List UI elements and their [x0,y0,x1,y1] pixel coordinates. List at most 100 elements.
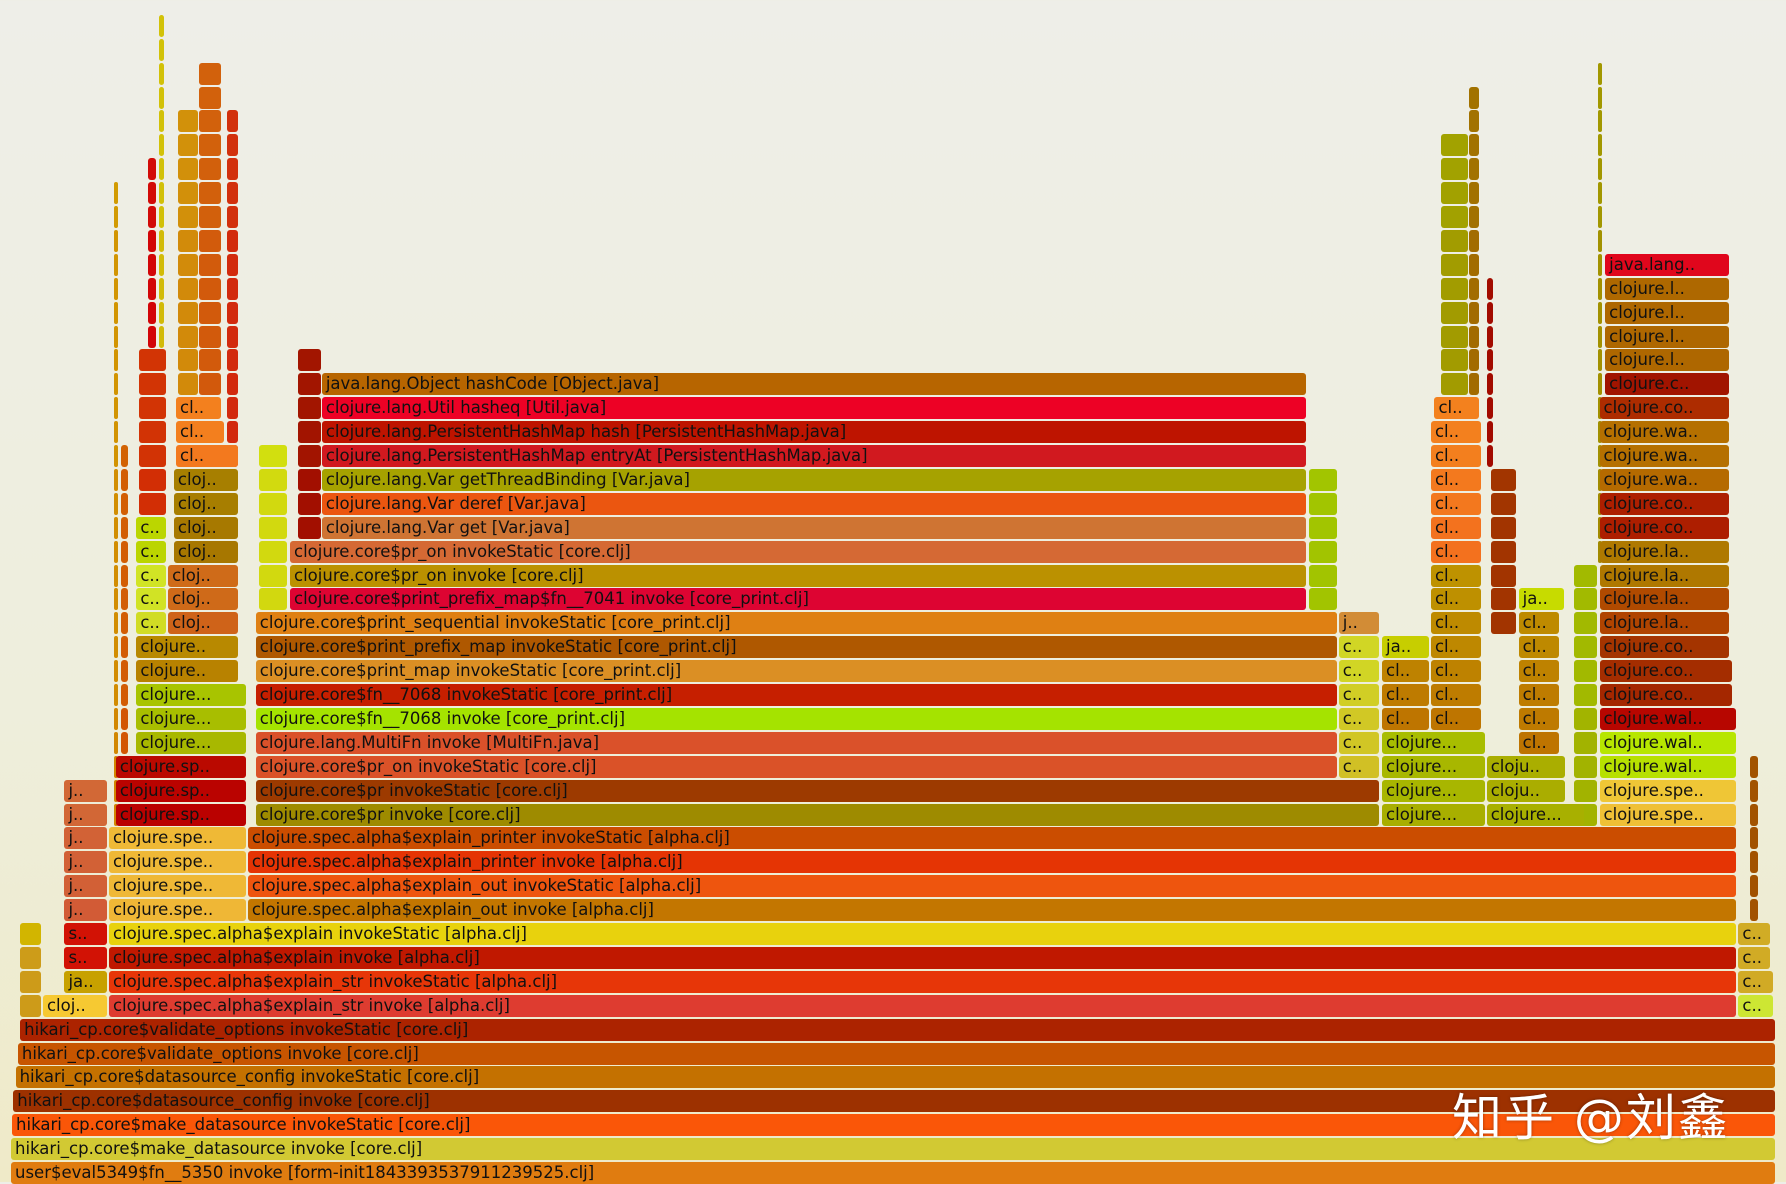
flame-frame[interactable] [147,206,157,228]
flame-frame[interactable] [113,182,118,205]
flame-frame[interactable] [297,397,321,420]
flame-frame[interactable]: hikari_cp.core$make_datasource invokeSta… [12,1114,1775,1137]
flame-frame[interactable] [178,158,198,181]
flame-frame[interactable] [147,253,157,276]
flame-frame[interactable]: clojure.spe.. [108,875,246,898]
flame-frame[interactable] [297,445,321,467]
flame-frame[interactable]: clojure.spec.alpha$explain_out invoke [a… [247,899,1737,922]
flame-frame[interactable] [198,229,221,252]
flame-frame[interactable] [1468,301,1479,324]
flame-frame[interactable]: clojure.core$pr_on invokeStatic [core.cl… [290,540,1306,563]
flame-frame[interactable]: cl.. [1518,731,1559,754]
flame-frame[interactable]: clojure.sp.. [115,779,246,802]
flame-frame[interactable] [227,134,238,157]
flame-frame[interactable]: cloj.. [168,588,238,611]
flame-frame[interactable]: clojure.co.. [1599,660,1732,683]
flame-frame[interactable]: clojure... [1486,803,1584,826]
flame-frame[interactable] [1309,588,1337,611]
flame-frame[interactable] [198,158,221,181]
flame-frame[interactable]: cl.. [1518,707,1559,730]
flame-frame[interactable] [178,110,198,133]
flame-frame[interactable]: hikari_cp.core$datasource_config invoke … [13,1090,1775,1113]
flame-frame[interactable]: clojure.la.. [1599,612,1730,635]
flame-frame[interactable] [1468,253,1479,276]
flame-frame[interactable] [147,182,157,205]
flame-frame[interactable] [113,636,118,659]
flame-frame[interactable] [147,325,157,348]
flame-frame[interactable] [113,229,118,252]
flame-frame[interactable]: clojure.core$pr_on invokeStatic [core.cl… [255,755,1337,778]
flame-frame[interactable] [198,182,221,205]
flame-frame[interactable]: clojure.core$pr_on invoke [core.clj] [290,564,1306,587]
flame-frame[interactable]: clojure.l.. [1605,277,1730,300]
flame-frame[interactable]: cl.. [1518,636,1559,659]
flame-frame[interactable]: clojure.wa.. [1599,445,1730,467]
flame-frame[interactable]: clojure.la.. [1599,564,1730,587]
flame-frame[interactable] [121,468,129,491]
flame-frame[interactable] [198,301,221,324]
flame-frame[interactable]: clojure.spe.. [108,827,246,850]
flame-frame[interactable]: clojure.spe.. [108,899,246,922]
flame-frame[interactable]: clojure.lang.MultiFn invoke [MultiFn.jav… [255,731,1337,754]
flame-frame[interactable]: clojure... [136,707,246,730]
flame-frame[interactable] [1574,588,1598,611]
flame-frame[interactable] [113,492,118,515]
flame-frame[interactable] [1598,182,1603,205]
flame-frame[interactable]: clojure... [136,684,246,706]
flame-frame[interactable]: c.. [136,516,167,539]
flame-frame[interactable]: clojure... [136,731,246,754]
flame-frame[interactable] [259,468,287,491]
flame-frame[interactable] [1468,325,1479,348]
flame-frame[interactable] [1440,206,1468,228]
flame-frame[interactable] [1749,779,1758,802]
flame-frame[interactable] [198,134,221,157]
flame-frame[interactable]: clojure... [1382,803,1485,826]
flame-frame[interactable] [113,707,118,730]
flame-frame[interactable] [178,229,198,252]
flame-frame[interactable] [1574,755,1598,778]
flame-frame[interactable] [227,277,238,300]
flame-frame[interactable]: j.. [64,803,107,826]
flame-frame[interactable] [1749,851,1758,874]
flame-frame[interactable] [138,397,167,420]
flame-frame[interactable] [1598,301,1603,324]
flame-frame[interactable] [259,540,287,563]
flame-frame[interactable]: clojure.core$print_prefix_map$fn__7041 i… [290,588,1306,611]
flame-frame[interactable] [1440,229,1468,252]
flame-frame[interactable] [20,970,41,993]
flame-frame[interactable]: clojure.spe.. [1599,779,1737,802]
flame-frame[interactable] [1598,86,1603,109]
flame-frame[interactable]: cl.. [1430,588,1482,611]
flame-frame[interactable] [1598,158,1603,181]
flame-frame[interactable] [121,540,129,563]
flame-frame[interactable] [121,660,129,683]
flame-frame[interactable] [113,349,118,372]
flame-frame[interactable] [178,325,198,348]
flame-frame[interactable]: clojure.lang.PersistentHashMap entryAt [… [321,445,1306,467]
flame-frame[interactable] [1486,349,1493,372]
flame-frame[interactable] [178,182,198,205]
flame-frame[interactable]: clojure.spe.. [108,851,246,874]
flame-frame[interactable] [1598,62,1603,85]
flame-frame[interactable] [1440,349,1468,372]
flame-frame[interactable] [178,373,198,396]
flame-frame[interactable]: clojure.co.. [1599,397,1730,420]
flame-frame[interactable]: cloj.. [168,564,238,587]
flame-frame[interactable]: cloj.. [173,540,238,563]
flame-frame[interactable] [297,421,321,444]
flame-frame[interactable] [1440,301,1468,324]
flame-frame[interactable] [1598,110,1603,133]
flame-frame[interactable]: c.. [136,612,167,635]
flame-frame[interactable] [178,253,198,276]
flame-frame[interactable] [20,923,41,945]
flame-frame[interactable]: c.. [1338,660,1379,683]
flame-frame[interactable] [159,38,164,61]
flame-frame[interactable] [113,468,118,491]
flame-frame[interactable] [121,492,129,515]
flame-frame[interactable]: java.lang.. [1605,253,1730,276]
flame-frame[interactable]: clojure.spec.alpha$explain_out invokeSta… [247,875,1737,898]
flame-frame[interactable]: cl.. [1430,564,1482,587]
flame-frame[interactable]: cl.. [1430,612,1482,635]
flame-frame[interactable] [1598,229,1603,252]
flame-frame[interactable]: cloju.. [1486,779,1566,802]
